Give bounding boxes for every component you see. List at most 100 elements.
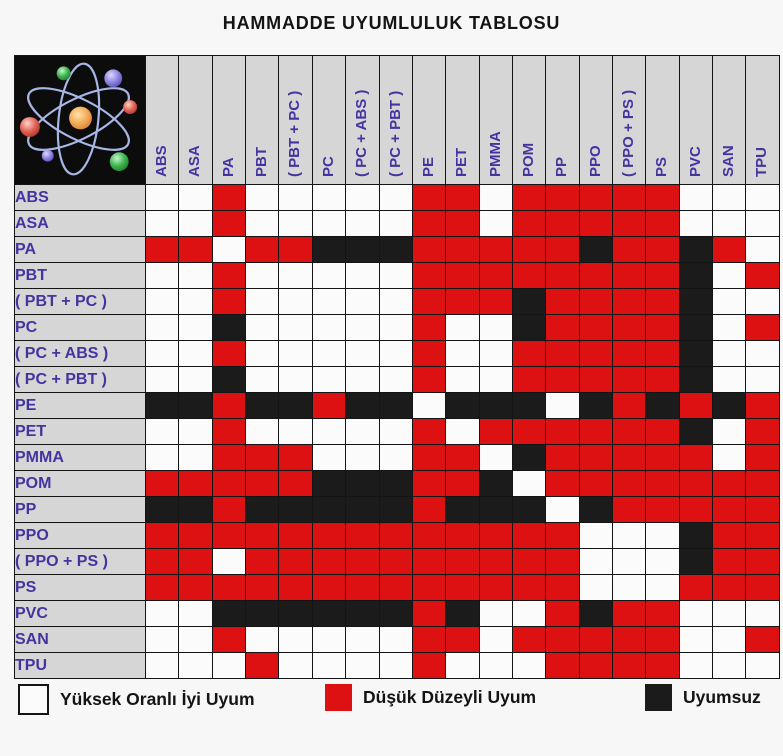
column-header-san: SAN bbox=[712, 55, 747, 185]
matrix-cell bbox=[211, 366, 247, 393]
matrix-cell bbox=[545, 262, 580, 289]
matrix-cell bbox=[345, 522, 380, 549]
matrix-cell bbox=[144, 626, 180, 653]
matrix-cell bbox=[745, 262, 780, 289]
matrix-cell bbox=[144, 548, 180, 575]
matrix-cell bbox=[712, 522, 747, 549]
column-header-abs: ABS bbox=[144, 55, 180, 185]
matrix-cell bbox=[712, 288, 747, 315]
column-header-ps: PS bbox=[645, 55, 680, 185]
matrix-cell bbox=[345, 288, 380, 315]
matrix-cell bbox=[345, 262, 380, 289]
matrix-cell bbox=[378, 392, 413, 419]
matrix-cell bbox=[745, 210, 780, 237]
matrix-cell bbox=[712, 366, 747, 393]
matrix-cell bbox=[445, 548, 480, 575]
legend-label-incompatible: Uyumsuz bbox=[683, 687, 761, 707]
matrix-cell bbox=[378, 184, 413, 211]
matrix-cell bbox=[445, 496, 480, 523]
column-header-label: ( PC + PBT ) bbox=[386, 90, 404, 177]
table-row: ( PBT + PC ) bbox=[14, 288, 780, 315]
matrix-cell bbox=[545, 392, 580, 419]
column-header-label: PPO bbox=[586, 145, 604, 177]
matrix-cell bbox=[144, 314, 180, 341]
matrix-cell bbox=[311, 418, 347, 445]
matrix-cell bbox=[578, 418, 614, 445]
matrix-cell bbox=[245, 574, 280, 601]
matrix-cell bbox=[178, 392, 213, 419]
column-header-label: PBT bbox=[253, 147, 271, 177]
row-header-pc: PC bbox=[14, 314, 146, 341]
matrix-cell bbox=[445, 522, 480, 549]
matrix-cell bbox=[411, 522, 447, 549]
matrix-cell bbox=[144, 496, 180, 523]
matrix-cell bbox=[511, 210, 547, 237]
matrix-cell bbox=[578, 600, 614, 627]
matrix-cell bbox=[678, 392, 714, 419]
matrix-cell bbox=[511, 470, 547, 497]
matrix-cell bbox=[278, 548, 313, 575]
matrix-cell bbox=[478, 210, 513, 237]
matrix-cell bbox=[144, 522, 180, 549]
matrix-cell bbox=[378, 262, 413, 289]
matrix-cell bbox=[311, 600, 347, 627]
matrix-cell bbox=[445, 444, 480, 471]
matrix-cell bbox=[612, 418, 647, 445]
matrix-cell bbox=[411, 574, 447, 601]
column-header-label: PVC bbox=[686, 146, 704, 177]
matrix-cell bbox=[612, 522, 647, 549]
column-header-ppo: PPO bbox=[578, 55, 614, 185]
matrix-cell bbox=[712, 574, 747, 601]
matrix-cell bbox=[345, 314, 380, 341]
table-row: PVC bbox=[14, 600, 780, 627]
matrix-cell bbox=[311, 340, 347, 367]
matrix-cell bbox=[545, 522, 580, 549]
matrix-cell bbox=[345, 366, 380, 393]
low-compatibility-swatch bbox=[325, 684, 352, 711]
matrix-cell bbox=[178, 496, 213, 523]
matrix-cell bbox=[211, 574, 247, 601]
matrix-cell bbox=[144, 262, 180, 289]
matrix-cell bbox=[578, 444, 614, 471]
matrix-cell bbox=[712, 418, 747, 445]
matrix-cell bbox=[211, 652, 247, 679]
matrix-cell bbox=[211, 444, 247, 471]
matrix-cell bbox=[245, 652, 280, 679]
matrix-cell bbox=[245, 548, 280, 575]
matrix-cell bbox=[645, 314, 680, 341]
matrix-cell bbox=[245, 392, 280, 419]
matrix-cell bbox=[445, 392, 480, 419]
matrix-cell bbox=[445, 470, 480, 497]
column-header-pbt: PBT bbox=[245, 55, 280, 185]
row-header-pvc: PVC bbox=[14, 600, 146, 627]
matrix-cell bbox=[678, 236, 714, 263]
matrix-cell bbox=[545, 288, 580, 315]
matrix-cell bbox=[345, 236, 380, 263]
matrix-cell bbox=[278, 470, 313, 497]
matrix-cell bbox=[511, 366, 547, 393]
matrix-cell bbox=[511, 652, 547, 679]
matrix-cell bbox=[612, 626, 647, 653]
matrix-cell bbox=[545, 210, 580, 237]
matrix-cell bbox=[612, 600, 647, 627]
matrix-cell bbox=[178, 314, 213, 341]
matrix-cell bbox=[478, 262, 513, 289]
row-header-tpu: TPU bbox=[14, 652, 146, 679]
matrix-cell bbox=[545, 418, 580, 445]
matrix-cell bbox=[278, 236, 313, 263]
matrix-cell bbox=[578, 340, 614, 367]
matrix-cell bbox=[511, 626, 547, 653]
matrix-cell bbox=[478, 288, 513, 315]
matrix-cell bbox=[578, 470, 614, 497]
row-header-pe: PE bbox=[14, 392, 146, 419]
matrix-cell bbox=[511, 184, 547, 211]
matrix-cell bbox=[445, 314, 480, 341]
matrix-cell bbox=[178, 600, 213, 627]
matrix-cell bbox=[612, 574, 647, 601]
matrix-cell bbox=[545, 496, 580, 523]
matrix-cell bbox=[445, 574, 480, 601]
matrix-cell bbox=[278, 210, 313, 237]
matrix-cell bbox=[178, 444, 213, 471]
column-header-label: ( PPO + PS ) bbox=[620, 89, 638, 177]
matrix-cell bbox=[178, 548, 213, 575]
